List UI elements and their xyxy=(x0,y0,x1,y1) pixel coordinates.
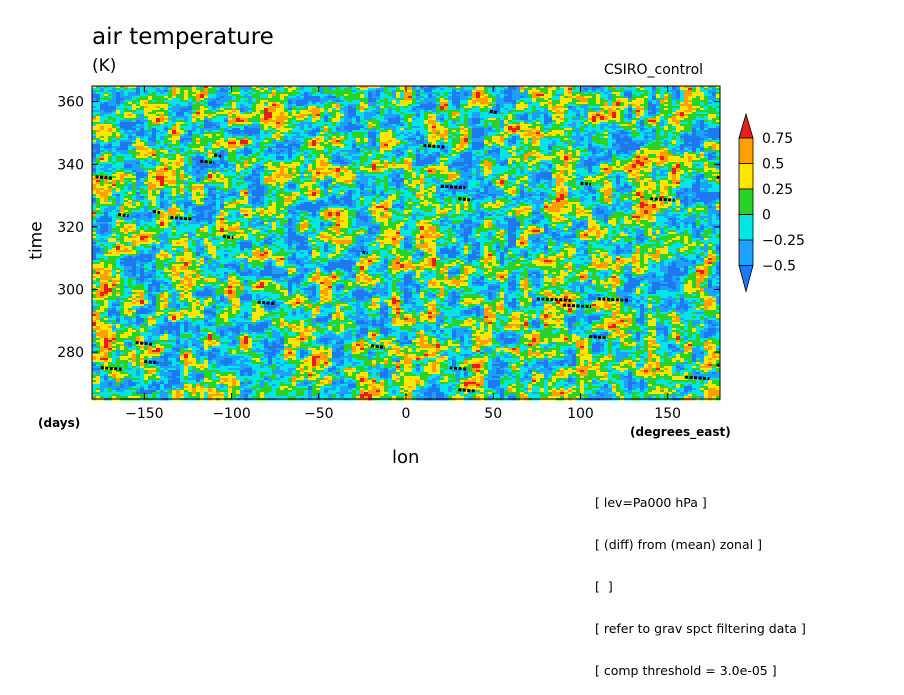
heatmap-field xyxy=(92,86,720,400)
heatmap-plot: −150 −100 −50 0 50 100 1502803003203403600.750… xyxy=(0,0,904,654)
note-line: [ comp threshold = 3.0e-05 ] xyxy=(595,665,806,682)
